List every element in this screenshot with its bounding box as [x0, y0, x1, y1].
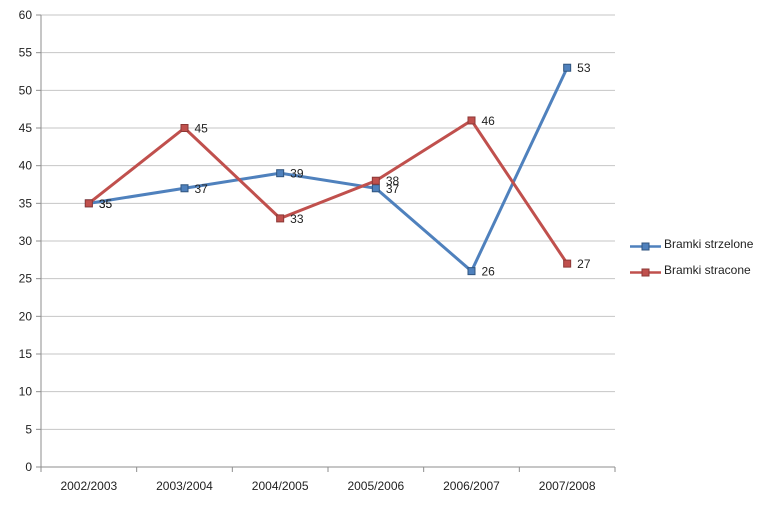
- x-axis-category-label: 2003/2004: [156, 479, 213, 493]
- data-point-label: 35: [99, 197, 113, 211]
- data-point-label: 27: [577, 257, 591, 271]
- data-point-marker: [467, 116, 476, 125]
- data-point-label: 37: [386, 182, 400, 196]
- data-point-marker: [371, 184, 380, 193]
- data-point-marker: [180, 124, 189, 132]
- legend-label-bramki-stracone: Bramki stracone: [664, 263, 751, 277]
- y-axis-tick-label: 50: [19, 83, 33, 97]
- legend-item-bramki-strzelone: Bramki strzelone: [630, 231, 753, 257]
- legend-series-marker-icon: [630, 239, 661, 250]
- legend-item-bramki-stracone: Bramki stracone: [630, 257, 753, 283]
- data-point-marker: [84, 199, 93, 208]
- data-point-marker: [563, 259, 572, 268]
- data-point-label: 33: [290, 212, 304, 226]
- y-axis-tick-label: 5: [25, 422, 32, 436]
- series-line-0: [88, 67, 569, 274]
- data-point-marker: [371, 176, 380, 185]
- series-line-1: [87, 118, 569, 265]
- y-axis-tick-label: 15: [19, 347, 33, 361]
- x-axis-category-label: 2002/2003: [60, 479, 117, 493]
- y-axis-tick-label: 40: [19, 159, 33, 173]
- data-point-label: 39: [290, 167, 304, 181]
- y-axis-tick-label: 0: [25, 460, 32, 474]
- y-axis-tick-label: 45: [19, 121, 33, 135]
- data-point-label: 38: [386, 174, 400, 188]
- data-point-label: 46: [482, 114, 496, 128]
- y-axis-tick-label: 20: [19, 309, 33, 323]
- y-axis-tick-label: 25: [19, 272, 33, 286]
- y-axis-tick-label: 10: [19, 385, 33, 399]
- y-axis-tick-label: 55: [19, 46, 33, 60]
- data-point-marker: [467, 267, 476, 276]
- data-point-label: 45: [195, 122, 209, 136]
- data-point-marker: [276, 214, 285, 223]
- legend-series-marker-icon: [630, 265, 661, 276]
- data-point-marker: [276, 169, 285, 178]
- x-axis-category-label: 2005/2006: [347, 479, 404, 493]
- data-point-label: 35: [99, 197, 113, 211]
- data-point-label: 26: [482, 265, 496, 279]
- data-point-label: 37: [195, 182, 209, 196]
- y-axis-tick-label: 35: [19, 196, 33, 210]
- legend-label-bramki-strzelone: Bramki strzelone: [664, 237, 754, 251]
- y-axis-tick-label: 30: [19, 234, 33, 248]
- data-point-marker: [180, 184, 189, 193]
- x-axis-category-label: 2007/2008: [539, 479, 596, 493]
- y-axis-tick-label: 60: [19, 8, 33, 22]
- data-point-marker: [563, 63, 572, 72]
- x-axis-category-label: 2004/2005: [252, 479, 309, 493]
- chart-legend: Bramki strzelone Bramki stracone: [630, 231, 753, 283]
- data-point-label: 53: [577, 61, 591, 75]
- x-axis-category-label: 2006/2007: [443, 479, 500, 493]
